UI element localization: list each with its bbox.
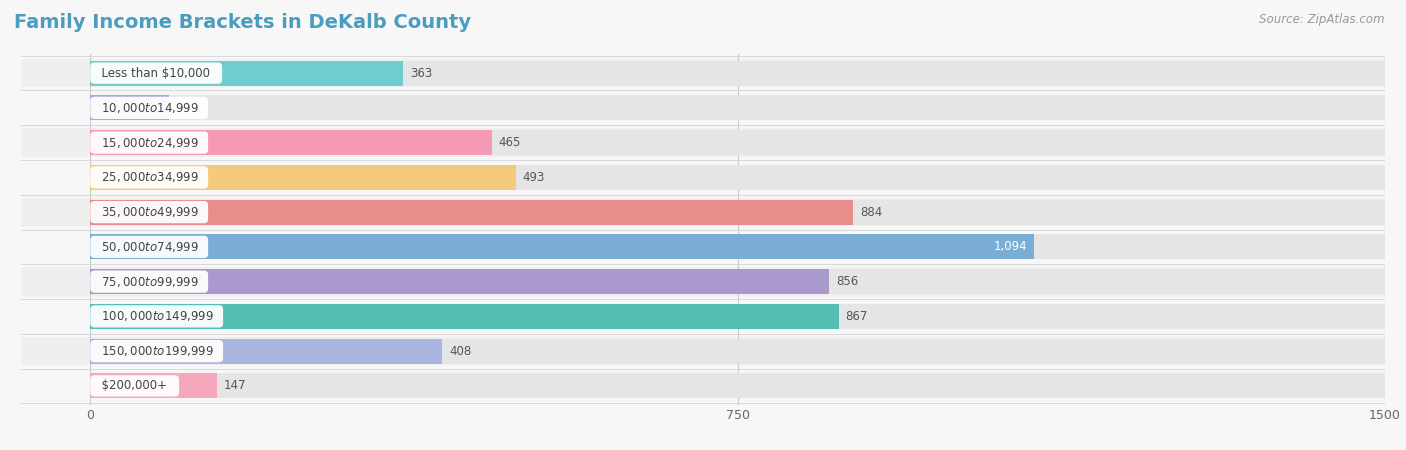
Bar [90,95,169,121]
FancyBboxPatch shape [21,337,1385,365]
FancyBboxPatch shape [21,94,1385,122]
Text: 856: 856 [837,275,858,288]
FancyBboxPatch shape [21,198,1385,226]
Text: 465: 465 [499,136,520,149]
Text: Less than $10,000: Less than $10,000 [94,67,218,80]
Text: 363: 363 [411,67,433,80]
FancyBboxPatch shape [21,59,1385,87]
Bar [90,374,217,398]
Bar [90,61,1385,86]
Text: 1,094: 1,094 [994,240,1028,253]
Text: $15,000 to $24,999: $15,000 to $24,999 [94,135,204,149]
Text: $50,000 to $74,999: $50,000 to $74,999 [94,240,204,254]
Bar [90,234,1385,259]
FancyBboxPatch shape [21,372,1385,400]
Text: 867: 867 [845,310,868,323]
Text: 91: 91 [176,101,191,114]
Bar [90,374,1385,398]
Bar [90,304,1385,329]
Text: 147: 147 [224,379,246,392]
Text: 408: 408 [450,345,471,358]
Text: 493: 493 [523,171,546,184]
Text: 884: 884 [860,206,883,219]
Text: $35,000 to $49,999: $35,000 to $49,999 [94,205,204,219]
Bar [90,95,1385,121]
FancyBboxPatch shape [21,302,1385,331]
FancyBboxPatch shape [21,233,1385,261]
Bar [90,304,838,329]
Bar [90,338,443,364]
Bar [90,130,492,155]
Bar [90,269,830,294]
FancyBboxPatch shape [21,163,1385,192]
Bar [90,61,404,86]
Text: $100,000 to $149,999: $100,000 to $149,999 [94,310,219,324]
FancyBboxPatch shape [21,267,1385,296]
Text: Source: ZipAtlas.com: Source: ZipAtlas.com [1260,14,1385,27]
FancyBboxPatch shape [21,128,1385,157]
Bar [90,200,853,225]
Text: Family Income Brackets in DeKalb County: Family Income Brackets in DeKalb County [14,14,471,32]
Bar [90,130,1385,155]
Text: $10,000 to $14,999: $10,000 to $14,999 [94,101,204,115]
Bar [90,165,516,190]
Bar [90,234,1035,259]
Text: $200,000+: $200,000+ [94,379,174,392]
Bar [90,269,1385,294]
Text: $75,000 to $99,999: $75,000 to $99,999 [94,274,204,288]
Bar [90,200,1385,225]
Bar [90,338,1385,364]
Bar [90,165,1385,190]
Text: $150,000 to $199,999: $150,000 to $199,999 [94,344,219,358]
Text: $25,000 to $34,999: $25,000 to $34,999 [94,171,204,184]
